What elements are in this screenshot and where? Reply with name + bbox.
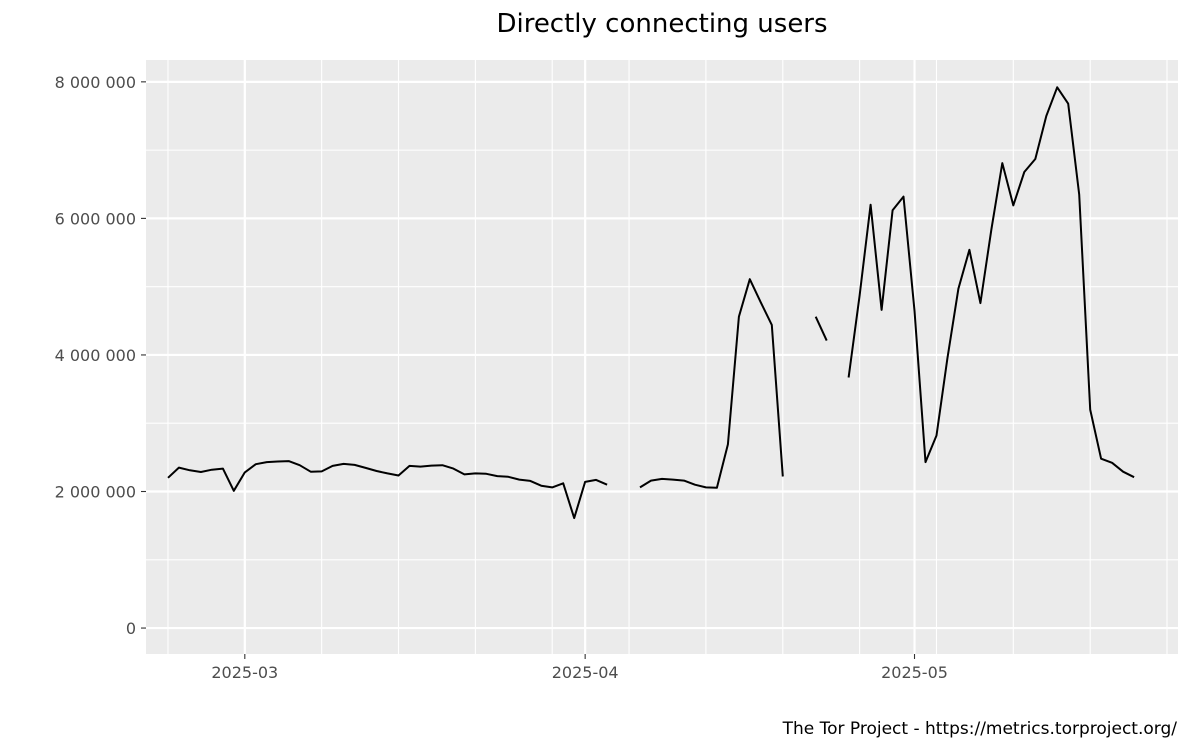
series-segment [167,460,608,520]
y-tick-label: 8 000 000 [55,73,136,92]
major-gridlines [146,60,1178,654]
y-axis: 0 2 000 000 4 000 000 6 000 000 8 000 000 [55,73,146,638]
chart-caption: The Tor Project - https://metrics.torpro… [782,719,1178,739]
chart-title: Directly connecting users [496,9,827,39]
x-tick-label: 2025-03 [211,663,278,682]
plot-panel [146,60,1178,654]
x-axis: 2025-03 2025-04 2025-05 [211,654,948,682]
y-tick-label: 6 000 000 [55,209,136,228]
series-segment [847,86,1135,479]
y-tick-label: 2 000 000 [55,483,136,502]
x-tick-label: 2025-05 [881,663,948,682]
y-tick-label: 0 [126,619,136,638]
series-segment [639,278,784,489]
series-segment [814,316,828,342]
x-tick-label: 2025-04 [552,663,619,682]
y-tick-label: 4 000 000 [55,346,136,365]
series-line [167,86,1135,520]
